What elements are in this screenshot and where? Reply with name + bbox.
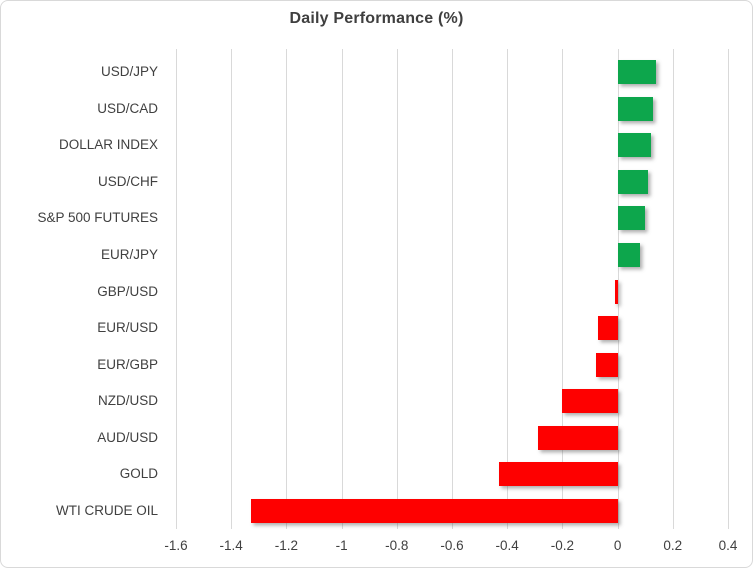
bar-usd-chf [617,169,648,194]
bar-eur-usd [598,316,618,340]
x-tick-label--1.4: -1.4 [219,538,243,553]
gridline-0.2 [672,49,674,529]
category-axis: USD/JPY USD/CAD DOLLAR INDEX USD/CHF S&P 500… [1,54,158,529]
value-axis: -1.6 -1.4 -1.2 -1 -0.8 -0.6 -0.4 -0.2 0 0.2 0.4 [164,538,737,558]
category-label-eur-usd: EUR/USD [97,320,158,335]
x-tick-label-0.2: 0.2 [663,538,683,553]
category-label-nzd-usd: NZD/USD [98,393,158,409]
x-tick-label-0.4: 0.4 [718,538,738,553]
gridline--0.2 [562,49,564,529]
bar-nzd-usd [562,389,618,414]
category-label-eur-jpy: EUR/JPY [100,247,158,262]
category-label-s-p-500-futures: S&P 500 FUTURES [37,210,158,226]
plot-area [176,49,729,529]
x-tick-label--0.8: -0.8 [385,538,409,553]
bar-wti-crude-oil [250,498,618,523]
gridline--0.8 [396,49,398,529]
gridline--0.6 [452,49,453,529]
category-label-usd-jpy: USD/JPY [100,64,158,80]
x-tick-label--0.2: -0.2 [550,538,575,553]
bar-gbp-usd [614,279,618,304]
gridline--0.4 [507,49,509,529]
category-label-eur-gbp: EUR/GBP [97,356,158,372]
bar-gold [498,462,618,487]
bar-dollar-index [617,133,651,158]
gridline--1.2 [286,49,288,529]
bar-eur-jpy [617,243,640,267]
x-tick-label--0.4: -0.4 [495,538,519,553]
category-label-usd-cad: USD/CAD [97,100,158,116]
x-tick-label--1.6: -1.6 [164,538,188,553]
gridline--1 [341,49,343,529]
bar-usd-jpy [617,60,657,85]
category-label-aud-usd: AUD/USD [97,429,158,445]
gridline-0.4 [728,49,729,529]
category-label-wti-crude-oil: WTI CRUDE OIL [55,502,158,518]
category-label-gbp-usd: GBP/USD [97,283,158,299]
x-tick-label--1: -1 [335,538,348,553]
bar-aud-usd [537,425,618,450]
x-tick-label--1.2: -1.2 [274,538,299,553]
bar-usd-cad [617,96,654,121]
category-label-usd-chf: USD/CHF [98,173,158,189]
gridline--1.6 [176,49,177,529]
category-label-dollar-index: DOLLAR INDEX [58,137,158,153]
x-tick-label-0: 0 [613,538,622,553]
bar-eur-gbp [595,352,618,377]
category-label-gold: GOLD [119,466,158,482]
gridline--1.4 [231,49,233,529]
x-tick-label--0.6: -0.6 [440,538,464,553]
chart-title: Daily Performance (%) [289,10,464,27]
bar-s-p-500-futures [617,206,646,231]
gridline-0 [617,49,619,529]
